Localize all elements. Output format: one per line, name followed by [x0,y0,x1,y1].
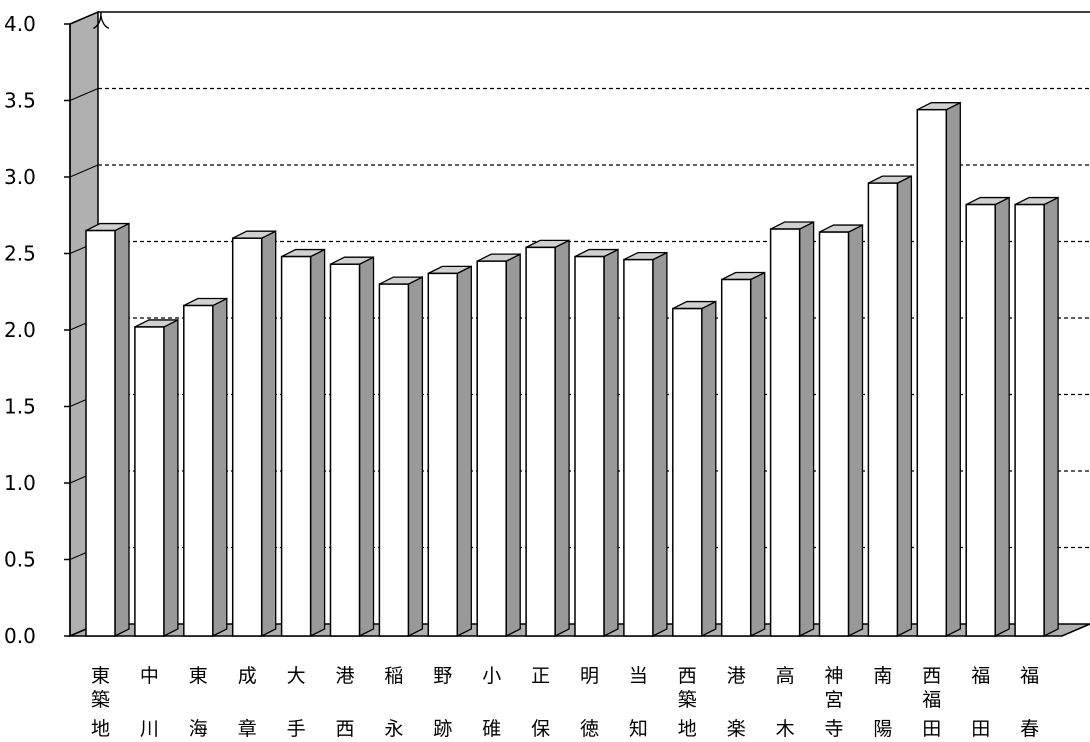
bar [916,101,961,638]
bar-side [456,265,472,638]
bar-side [798,220,815,638]
bar-front [525,246,556,637]
bar-front [183,304,214,637]
bar-side [701,300,717,638]
x-category-label: 福田 [971,665,990,740]
x-category-label: 成章 [238,665,257,740]
bar-front [867,182,899,637]
bar [574,248,619,638]
x-category-label: 稲永 [384,665,403,740]
bar-side [114,222,130,638]
y-axis: 0.0 0.5 1.0 1.5 2.0 2.5 3.0 3.5 4.0 [4,12,71,648]
bar-side [750,271,766,638]
bar [231,230,277,638]
bar [280,248,326,638]
bar-front [85,229,116,637]
bar-front [720,278,752,637]
bar-side [212,297,228,638]
bar-front [672,307,703,637]
x-category-label: 正保 [531,665,550,740]
x-category-label: 東海 [189,665,208,740]
bar [427,265,472,638]
bar [965,196,1010,638]
y-tick-label: 0.0 [4,624,36,648]
y-tick-label: 3.5 [4,89,36,113]
x-category-label: 中川 [140,665,159,740]
bar-side [1043,196,1059,638]
bar [476,253,521,638]
bar-side [994,196,1010,638]
x-category-label: 南陽 [873,665,892,740]
bar-front [623,258,654,637]
bar-side [163,318,179,638]
bar-front [329,263,361,637]
bar-side [505,253,521,638]
bar [134,318,179,638]
bar [183,297,228,638]
bar-side [603,248,619,638]
bar-side [309,248,326,638]
x-category-label: 大手 [287,665,306,740]
bar-side [652,251,668,638]
bar [867,175,913,638]
bar-front [280,255,312,637]
bar-side [847,224,864,638]
y-tick-label: 1.5 [4,395,36,419]
bar-side [407,276,424,638]
y-tick-label: 2.5 [4,242,36,266]
x-category-label: 神宮寺 [824,665,843,740]
bar-side [358,256,375,638]
bar-front [134,326,165,637]
x-category-label: 当知 [629,665,648,740]
x-category-label: 西福田 [922,665,941,740]
bar-front [916,108,948,637]
x-category-label: 港楽 [727,665,746,740]
x-category-label: 明徳 [580,665,599,740]
bar-front [818,231,850,637]
bar-front [574,255,605,637]
bar-front [476,260,507,637]
x-category-label: 西築地 [678,665,697,740]
bar-front [1014,203,1045,637]
y-axis-unit-label: 人 [92,12,110,33]
bar-side [554,239,570,638]
y-tick-label: 4.0 [4,12,36,36]
bar [623,251,668,638]
bar [329,256,375,638]
y-tick-label: 0.5 [4,548,36,572]
bar-front [965,203,996,637]
x-category-label: 野跡 [433,665,452,740]
bar-front [231,237,263,637]
x-category-label: 東築地 [91,665,110,740]
bar [769,220,815,638]
bar [525,239,570,638]
bar-front [427,272,459,637]
x-category-label: 福春 [1020,665,1039,740]
bar-side [261,230,277,638]
bar [85,222,130,638]
x-category-label: 高木 [776,665,795,740]
bar-side [896,175,913,638]
x-category-label: 港西 [335,665,354,740]
bar [378,276,424,638]
x-category-label: 小碓 [482,665,501,740]
bar [818,224,864,638]
gridline-side [69,88,99,101]
y-tick-label: 2.0 [4,318,36,342]
bar [672,300,717,638]
y-tick-label: 3.0 [4,165,36,189]
bar-side [945,101,961,638]
bar [720,271,766,638]
bar-series [85,101,1059,638]
bar-front [378,283,410,637]
bar-front [769,228,801,637]
gridline-side [69,164,99,178]
bar [1014,196,1059,638]
y-tick-label: 1.0 [4,471,36,495]
